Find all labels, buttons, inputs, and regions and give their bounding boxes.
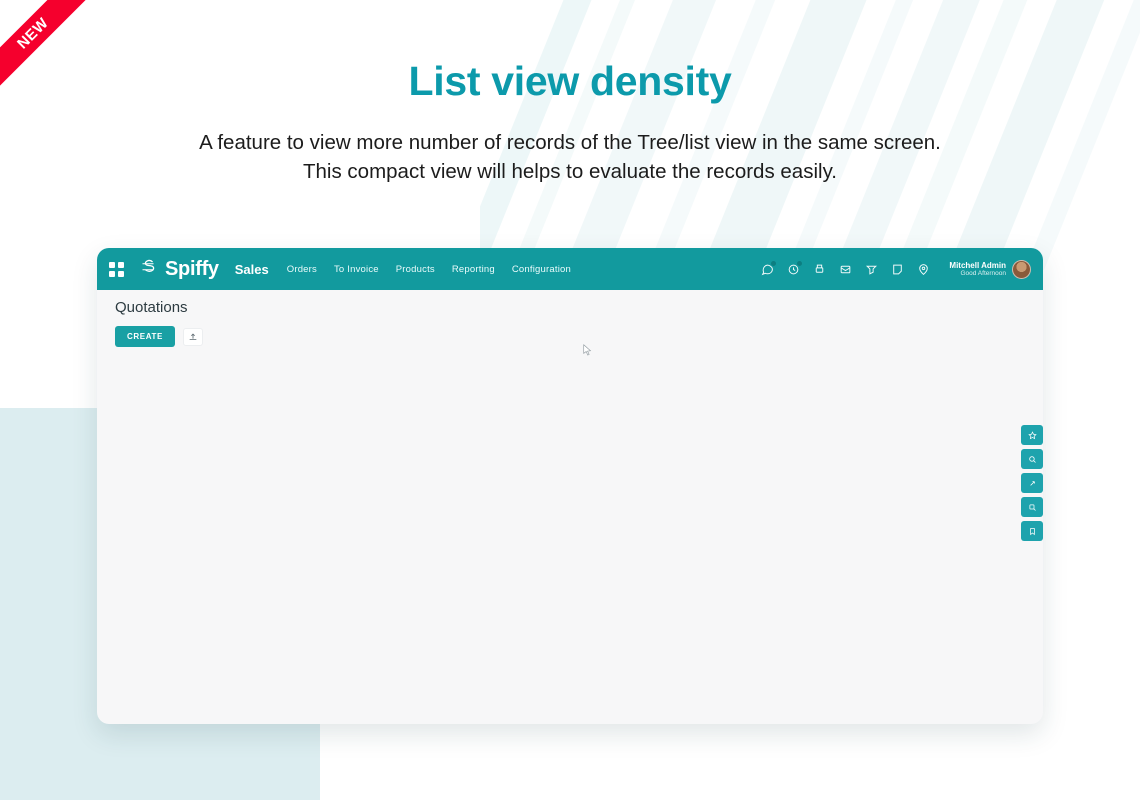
search-side-button[interactable]	[1021, 449, 1043, 469]
inbox-icon[interactable]	[839, 263, 852, 276]
app-window: Spiffy Sales Orders To Invoice Products …	[97, 248, 1043, 724]
nav-link-configuration[interactable]: Configuration	[511, 263, 571, 275]
control-panel-actions: CREATE	[115, 326, 203, 347]
nav-app-name[interactable]: Sales	[234, 261, 269, 277]
page-title: List view density	[408, 58, 732, 104]
side-action-buttons	[1021, 425, 1043, 541]
nav-link-reporting[interactable]: Reporting	[451, 263, 495, 275]
view-title: Quotations	[115, 299, 188, 316]
expand-side-button[interactable]	[1021, 473, 1043, 493]
apps-grid-icon[interactable]	[109, 261, 124, 277]
mouse-cursor	[583, 344, 592, 356]
megaphone-icon[interactable]	[865, 263, 878, 276]
expand-arrow-icon	[1029, 480, 1035, 486]
bookmark-icon	[1029, 527, 1035, 535]
new-ribbon: NEW	[0, 0, 86, 86]
search-icon	[1028, 455, 1036, 463]
new-ribbon-label: NEW	[0, 0, 86, 86]
zoom-search-icon	[1029, 504, 1036, 511]
app-navbar: Spiffy Sales Orders To Invoice Products …	[97, 248, 1043, 290]
brand-logo[interactable]: Spiffy	[137, 256, 219, 282]
note-icon[interactable]	[891, 263, 904, 276]
user-name: Mitchell Admin	[949, 260, 1006, 270]
user-menu[interactable]: Mitchell Admin Good Afternoon	[949, 259, 1031, 279]
spiffy-logo-icon	[137, 256, 159, 282]
hero-description: A feature to view more number of records…	[0, 128, 1140, 186]
print-icon[interactable]	[813, 263, 826, 276]
activities-icon[interactable]	[787, 259, 804, 276]
nav-link-products[interactable]: Products	[395, 263, 435, 275]
star-icon	[1027, 430, 1037, 439]
favorites-side-button[interactable]	[1021, 425, 1043, 445]
navbar-right: Mitchell Admin Good Afternoon	[761, 259, 1031, 279]
avatar	[1012, 259, 1031, 279]
hero-line-2: This compact view will helps to evaluate…	[303, 160, 837, 183]
zoom-side-button[interactable]	[1021, 497, 1043, 517]
hero-line-1: A feature to view more number of records…	[199, 131, 941, 154]
brand-name: Spiffy	[165, 257, 219, 280]
nav-link-orders[interactable]: Orders	[286, 263, 317, 275]
nav-menu: Orders To Invoice Products Reporting Con…	[287, 264, 571, 275]
upload-import-icon[interactable]	[182, 327, 203, 346]
user-greeting: Good Afternoon	[960, 269, 1006, 277]
bookmark-side-button[interactable]	[1021, 521, 1043, 541]
nav-link-to-invoice[interactable]: To Invoice	[333, 263, 379, 275]
hero-section: List view density A feature to view more…	[0, 58, 1140, 186]
messages-icon[interactable]	[761, 259, 778, 276]
control-panel: Quotations CREATE	[97, 290, 1043, 347]
create-button[interactable]: CREATE	[115, 326, 175, 347]
location-pin-icon[interactable]	[917, 263, 930, 276]
